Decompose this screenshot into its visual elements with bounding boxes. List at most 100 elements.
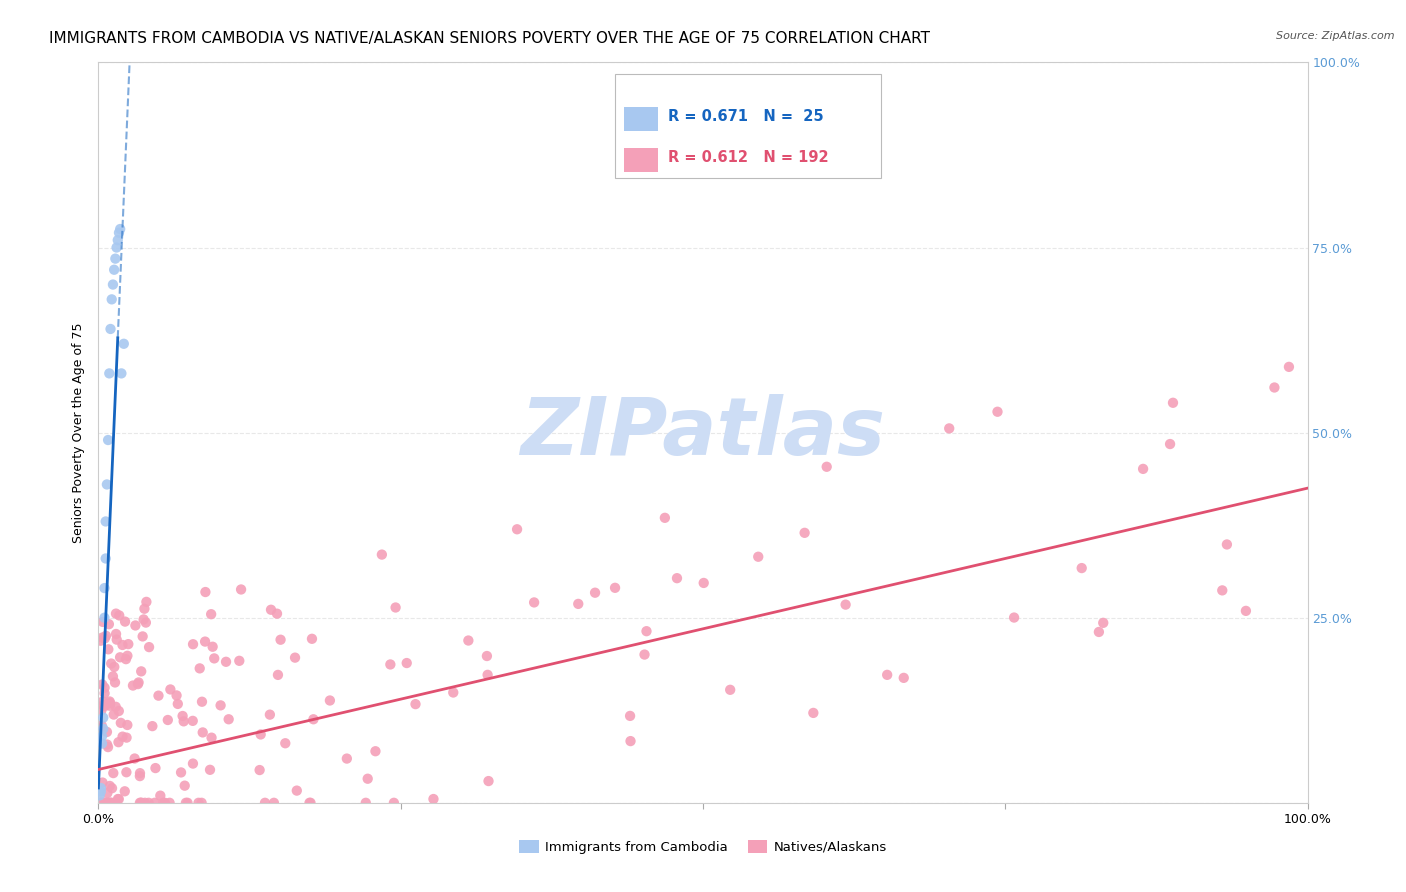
Point (354, 796, 377, 810)
Point (97, 740, 120, 755)
Point (97, 796, 120, 810)
Point (91, 631, 114, 645)
Point (457, 633, 479, 648)
Point (172, 709, 194, 723)
Point (110, 367, 132, 381)
Point (132, 612, 155, 626)
Point (173, 714, 195, 729)
Point (90, 796, 112, 810)
Point (91, 737, 114, 751)
Point (107, 735, 129, 749)
Point (131, 796, 153, 810)
Point (270, 632, 292, 647)
Point (253, 796, 276, 810)
Point (215, 655, 238, 669)
Point (302, 712, 325, 726)
Point (194, 585, 217, 599)
Point (174, 796, 197, 810)
Point (384, 600, 406, 615)
Point (108, 608, 131, 623)
Point (93, 681, 115, 695)
Point (1278, 359, 1301, 374)
Point (104, 796, 127, 810)
Point (228, 654, 250, 668)
Point (149, 789, 172, 803)
Point (90, 704, 112, 718)
Point (801, 706, 824, 720)
Point (134, 796, 156, 810)
Point (96, 786, 118, 800)
Point (91, 694, 114, 708)
Point (259, 707, 281, 722)
Point (103, 766, 125, 780)
Point (893, 671, 915, 685)
Point (134, 601, 156, 615)
Point (267, 668, 290, 682)
Point (124, 618, 146, 632)
Point (96, 725, 118, 739)
Point (138, 640, 160, 654)
Point (266, 607, 288, 621)
Point (108, 704, 131, 718)
Point (91, 796, 114, 810)
Point (191, 695, 214, 709)
Point (91, 729, 114, 743)
Point (117, 637, 139, 651)
Point (94, 629, 117, 643)
Point (93, 796, 115, 810)
Point (91, 775, 114, 789)
Point (105, 632, 128, 647)
Point (506, 522, 529, 536)
Point (477, 774, 499, 789)
Point (98, 694, 121, 708)
Point (108, 226, 131, 240)
Point (170, 765, 193, 780)
Point (91, 796, 114, 810)
Point (103, 660, 125, 674)
Point (104, 252, 127, 266)
Point (91, 711, 114, 725)
Point (181, 637, 204, 651)
Point (98, 698, 121, 713)
Point (1092, 615, 1115, 630)
Point (319, 693, 342, 707)
Point (153, 796, 176, 810)
Point (96, 477, 118, 491)
Point (152, 796, 174, 810)
Point (299, 796, 322, 810)
Point (1234, 604, 1257, 618)
Point (156, 713, 179, 727)
Point (94, 551, 117, 566)
Point (90, 780, 112, 795)
Point (159, 682, 181, 697)
Point (103, 262, 125, 277)
Point (111, 730, 134, 744)
Point (159, 796, 181, 810)
Point (371, 548, 394, 562)
Point (583, 585, 606, 599)
Point (249, 727, 271, 741)
Point (138, 796, 160, 810)
Point (105, 627, 128, 641)
Point (101, 277, 124, 292)
Point (90, 718, 112, 732)
FancyBboxPatch shape (624, 147, 658, 172)
Point (229, 582, 252, 597)
Point (89, 721, 111, 735)
Point (115, 731, 138, 745)
Point (1216, 537, 1239, 551)
Point (191, 725, 214, 739)
Point (198, 763, 221, 777)
Point (91, 698, 114, 713)
Point (475, 648, 498, 663)
Point (117, 648, 139, 663)
Point (202, 651, 225, 665)
Point (135, 595, 157, 609)
Point (91, 615, 114, 629)
Point (1159, 437, 1181, 451)
Point (1132, 462, 1154, 476)
Point (100, 322, 122, 336)
Point (97, 433, 120, 447)
Text: R = 0.612   N = 192: R = 0.612 N = 192 (668, 150, 828, 165)
Point (112, 336, 135, 351)
